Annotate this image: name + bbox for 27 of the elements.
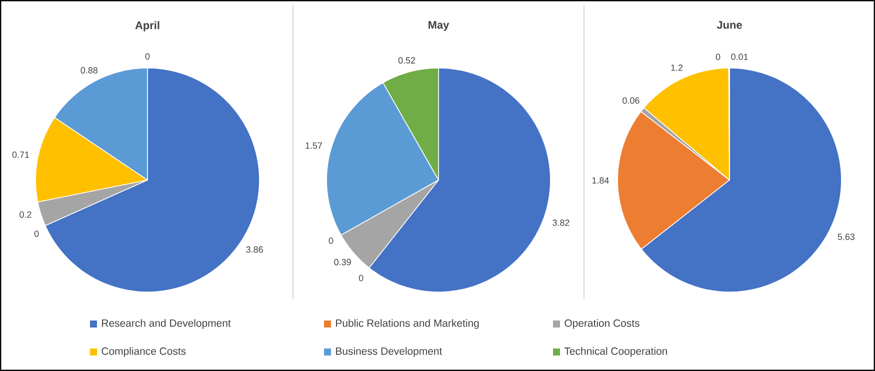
data-label: 0.01 xyxy=(731,54,748,60)
data-label: 1.2 xyxy=(671,64,683,71)
data-label: 0.88 xyxy=(80,67,98,74)
data-label: 5.63 xyxy=(838,234,855,240)
data-label: 0.2 xyxy=(20,211,32,218)
data-label: 0.39 xyxy=(334,258,351,266)
text: 0 xyxy=(716,54,720,60)
legend-label: Business Development xyxy=(336,347,442,357)
text: 0 xyxy=(328,237,334,244)
data-label: 3.86 xyxy=(246,246,263,253)
text: 0 xyxy=(34,230,39,237)
chart-title: June xyxy=(716,21,742,29)
data-label: 1.57 xyxy=(306,142,322,149)
text: 0 xyxy=(145,53,150,60)
legend-label: Technical Cooperation xyxy=(564,347,668,357)
data-label: 0.71 xyxy=(12,152,30,158)
legend-label: Public Relations and Marketing xyxy=(336,319,479,329)
data-label: 1.84 xyxy=(592,177,609,184)
legend-label: Compliance Costs xyxy=(102,347,186,357)
chart-title: May xyxy=(428,21,450,31)
legend-label: Operation Costs xyxy=(564,319,640,329)
data-label: 0.52 xyxy=(398,57,416,64)
chart-title: April xyxy=(135,21,160,32)
data-label: 3.82 xyxy=(552,220,570,226)
text: 0 xyxy=(358,274,364,282)
data-label: 0.06 xyxy=(622,97,640,104)
legend-label: Research and Development xyxy=(102,319,231,329)
